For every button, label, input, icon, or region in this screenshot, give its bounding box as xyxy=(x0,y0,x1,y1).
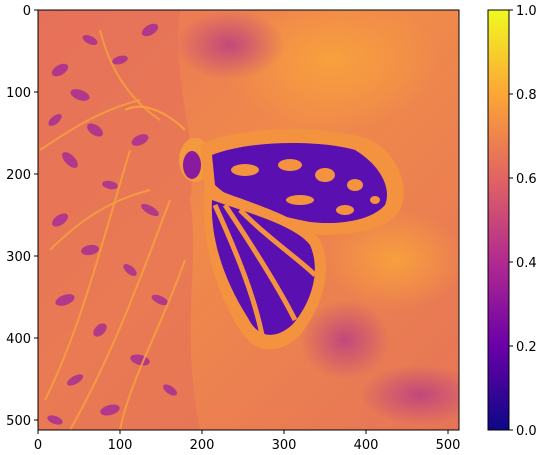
y-tick-label: 0 xyxy=(23,4,31,19)
y-tick-label: 100 xyxy=(6,86,31,101)
y-tick-label: 200 xyxy=(6,168,31,183)
colorbar-tick-label: 0.8 xyxy=(516,88,537,103)
y-tick-label: 400 xyxy=(6,332,31,347)
colorbar-tick-label: 0.2 xyxy=(516,340,537,355)
x-tick-label: 300 xyxy=(272,438,297,453)
x-tick-label: 400 xyxy=(354,438,379,453)
x-tick-label: 200 xyxy=(190,438,215,453)
image-panel xyxy=(38,10,459,430)
colorbar-tick-label: 0.6 xyxy=(516,172,537,187)
plot-frame xyxy=(37,9,460,431)
colorbar: 0.0 0.2 0.4 0.6 0.8 1.0 xyxy=(487,4,537,439)
colorbar-tick-label: 0.4 xyxy=(516,256,537,271)
x-axis xyxy=(37,430,449,434)
butterfly xyxy=(124,105,404,350)
y-tick-label: 500 xyxy=(6,414,31,429)
x-tick-label: 0 xyxy=(34,438,42,453)
colorbar-tick-label: 1.0 xyxy=(516,4,537,19)
colorbar-tick-label: 0.0 xyxy=(516,424,537,439)
y-axis xyxy=(34,9,38,421)
y-tick-label: 300 xyxy=(6,250,31,265)
x-tick-label: 500 xyxy=(436,438,461,453)
foliage xyxy=(38,10,200,430)
x-tick-label: 100 xyxy=(108,438,133,453)
